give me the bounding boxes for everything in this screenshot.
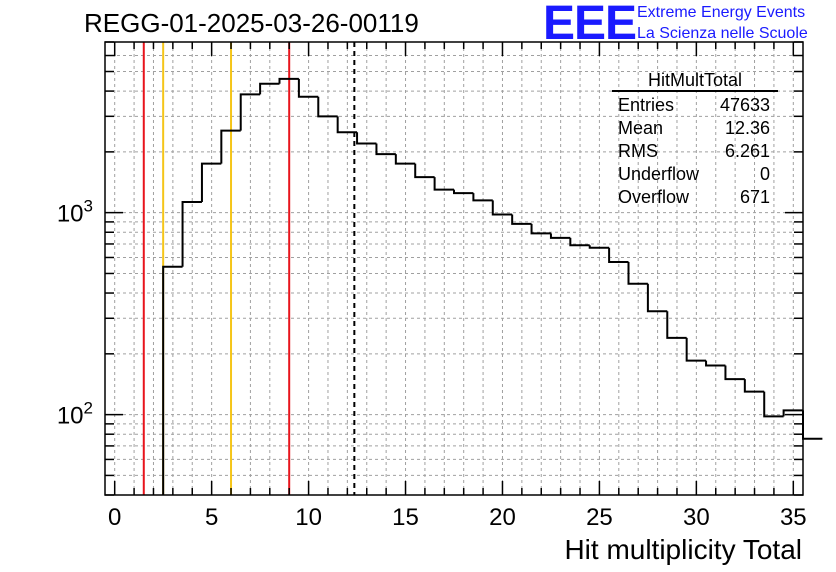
- tick-labels-layer: 0 5 10 15 20 25 30 35 102 103: [57, 197, 807, 531]
- stats-row-mean: Mean 12.36: [612, 117, 778, 140]
- frame-layer: [104, 41, 804, 496]
- histogram-bin: [433, 177, 454, 191]
- stats-row-underflow: Underflow 0: [612, 163, 778, 186]
- stats-label: RMS: [618, 141, 658, 161]
- histogram-bin: [549, 233, 571, 239]
- histogram-bin: [724, 365, 745, 381]
- histogram-bin: [491, 200, 513, 216]
- histogram-bin: [375, 143, 396, 156]
- histogram-bin: [200, 162, 222, 202]
- stats-row-entries: Entries 47633: [612, 94, 778, 117]
- histogram-bin: [414, 163, 435, 179]
- histogram-bin: [394, 154, 416, 165]
- y-tick-label: 103: [57, 197, 93, 228]
- histogram-bin: [220, 129, 241, 164]
- histogram-bin: [627, 261, 648, 285]
- x-tick-label: 30: [683, 504, 710, 531]
- histogram-bin: [588, 245, 610, 249]
- stats-label: Overflow: [618, 187, 690, 207]
- x-axis-label: Hit multiplicity Total: [564, 534, 802, 565]
- logo-text-line1: Extreme Energy Events: [637, 4, 806, 21]
- histogram-bin: [802, 410, 823, 440]
- stats-value: 12.36: [724, 118, 770, 138]
- y-tick-label: 102: [57, 399, 93, 430]
- histogram-bin: [336, 116, 358, 134]
- histogram-bin: [608, 247, 629, 263]
- histogram-bin: [297, 78, 319, 98]
- x-tick-label: 0: [108, 504, 121, 531]
- plot-frame: [104, 41, 804, 496]
- stats-label: Underflow: [618, 164, 700, 184]
- x-tick-label: 35: [780, 504, 807, 531]
- chart-title: REGG-01-2025-03-26-00119: [84, 8, 419, 38]
- histogram-bin: [356, 132, 377, 145]
- histogram-bin: [743, 379, 765, 393]
- histogram-bin: [666, 311, 687, 339]
- histogram-bin: [472, 193, 493, 202]
- stats-box: HitMultTotal Entries 47633 Mean 12.36 RM…: [612, 70, 778, 209]
- stats-value: 0: [759, 164, 770, 184]
- histogram-bin: [530, 223, 551, 235]
- histogram-bin: [705, 360, 726, 367]
- stats-label: Entries: [618, 95, 675, 115]
- histogram-bin: [317, 96, 338, 118]
- histogram-bin: [453, 189, 474, 195]
- logo-text-line2: La Scienza nelle Scuole: [637, 25, 808, 42]
- histogram-bin: [646, 283, 668, 313]
- x-tick-label: 10: [295, 504, 322, 531]
- ticks-layer: [105, 41, 803, 496]
- histogram-bin: [162, 265, 183, 495]
- histogram-bin: [569, 237, 590, 247]
- grid-layer: [105, 41, 803, 496]
- histogram-bin: [181, 200, 202, 267]
- x-tick-label: 20: [489, 504, 516, 531]
- stats-value: 47633: [719, 95, 770, 115]
- stats-label: Mean: [618, 118, 664, 138]
- stats-value: 6.261: [724, 141, 770, 161]
- x-tick-label: 5: [205, 504, 218, 531]
- histogram-bin: [278, 77, 299, 84]
- stats-row-overflow: Overflow 671: [612, 186, 778, 209]
- histogram-bin: [763, 391, 784, 418]
- x-tick-label: 25: [586, 504, 613, 531]
- histogram-layer: [162, 77, 823, 495]
- vertical-lines-layer: [142, 42, 356, 495]
- histogram-bin: [511, 214, 532, 225]
- stats-row-rms: RMS 6.261: [612, 140, 778, 163]
- stats-title: HitMultTotal: [612, 70, 778, 92]
- stats-value: 671: [739, 187, 770, 207]
- x-tick-label: 15: [392, 504, 419, 531]
- histogram-bin: [782, 409, 803, 417]
- histogram-bin: [239, 93, 261, 131]
- histogram-bin: [259, 82, 280, 95]
- histogram-bin: [685, 337, 707, 362]
